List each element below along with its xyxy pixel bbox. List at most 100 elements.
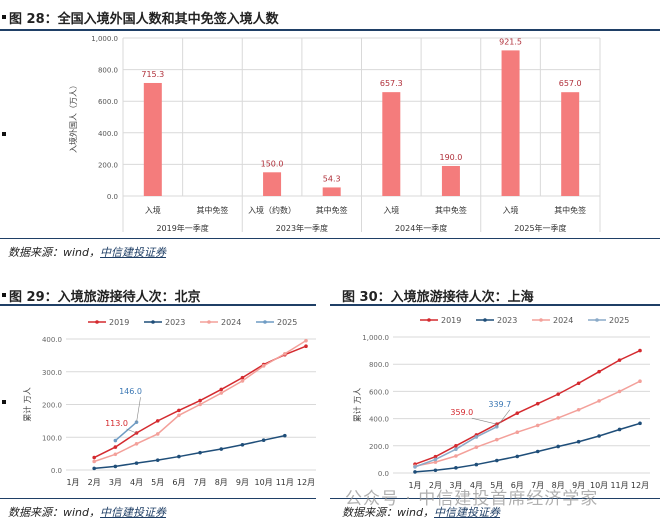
x-tick-label: 5月 (151, 478, 164, 487)
data-point-2019 (433, 454, 438, 459)
legend-label: 2023 (497, 316, 517, 325)
data-label: 190.0 (439, 153, 462, 162)
data-point-2025 (433, 457, 438, 462)
fig29-source: 数据来源：wind，中信建投证券 (8, 506, 167, 519)
y-tick-label: 0.0 (378, 470, 389, 478)
data-point-2019 (617, 358, 622, 362)
data-point-2019 (597, 369, 601, 374)
legend-label: 2024 (553, 316, 573, 325)
data-point-2023 (198, 450, 202, 455)
annotation-leader (471, 417, 497, 425)
data-point-2023 (261, 438, 266, 442)
bar (561, 92, 580, 196)
x-tick-label: 9月 (572, 481, 585, 490)
y-tick-label: 800.0 (369, 361, 389, 369)
data-point-2019 (155, 419, 160, 423)
x-tick-label: 11月 (276, 478, 294, 487)
data-label: 113.0 (105, 419, 128, 428)
y-tick-label: 200.0 (369, 443, 389, 451)
y-axis-label: 累计 万人 (22, 387, 32, 422)
legend-marker (483, 318, 487, 322)
source-link[interactable]: 中信建投证券 (100, 506, 167, 519)
data-point-2019 (576, 381, 581, 386)
divider (0, 304, 316, 306)
data-point-2025 (474, 435, 479, 439)
data-label: 339.7 (488, 400, 511, 409)
bar (441, 165, 460, 196)
legend-label: 2024 (221, 318, 241, 327)
x-tick-label: 12月 (297, 478, 315, 487)
data-point-2024 (113, 452, 118, 457)
data-label: 359.0 (450, 408, 473, 417)
x-tick-label: 5月 (490, 481, 503, 490)
x-tick-label: 3月 (109, 478, 122, 487)
data-point-2024 (515, 430, 520, 435)
x-tick-label: 11月 (610, 481, 628, 490)
y-tick-label: 0.0 (107, 193, 118, 201)
bar (501, 50, 520, 196)
x-tick-label: 其中免签 (196, 205, 228, 215)
divider (0, 498, 316, 499)
y-tick-label: 600.0 (369, 388, 389, 396)
x-tick-label: 8月 (215, 478, 228, 487)
data-label: 921.5 (499, 37, 522, 46)
fig28-title: 图 28：全国入境外国人数和其中免签入境人数 (9, 12, 279, 27)
legend-label: 2023 (165, 318, 185, 327)
y-tick-label: 0.0 (51, 467, 62, 475)
data-point-2023 (474, 462, 479, 467)
data-point-2023 (413, 470, 417, 474)
data-point-2024 (283, 351, 287, 356)
source-link[interactable]: 中信建投证券 (100, 246, 167, 259)
legend-label: 2019 (109, 318, 129, 327)
divider (0, 238, 660, 239)
data-point-2023 (177, 454, 181, 459)
data-point-2023 (219, 447, 224, 451)
data-point-2019 (240, 375, 245, 380)
x-tick-label: 12月 (631, 481, 649, 490)
bullet (2, 132, 6, 136)
bullet (2, 400, 6, 404)
x-tick-label: 10月 (255, 478, 273, 487)
x-tick-label: 2月 (429, 481, 442, 490)
data-label: 657.3 (380, 79, 403, 88)
x-tick-label: 10月 (590, 481, 608, 490)
data-point-2019 (556, 392, 560, 396)
x-tick-label: 入境（约数） (248, 205, 296, 215)
data-point-2019 (454, 444, 458, 448)
legend-marker (539, 318, 543, 322)
bar (322, 187, 341, 196)
x-tick-label: 其中免签 (554, 205, 586, 215)
series-line-2019 (414, 349, 641, 465)
x-tick-label: 入境 (145, 205, 161, 215)
data-point-2023 (433, 468, 438, 473)
x-tick-label: 3月 (449, 481, 462, 490)
annotation-leader (496, 409, 511, 427)
y-axis-label: 累计 万人 (352, 388, 362, 423)
x-tick-label: 4月 (130, 478, 143, 487)
data-point-2019 (535, 401, 540, 406)
data-point-2019 (638, 348, 642, 353)
source-link[interactable]: 中信建投证券 (434, 506, 501, 519)
watermark: 公众号 · 中信建投首席经济学家 (345, 489, 599, 509)
series-line-2023 (414, 422, 641, 473)
data-point-2019 (515, 411, 520, 415)
y-tick-label: 200.0 (42, 402, 62, 410)
bullet (2, 293, 6, 297)
data-point-2023 (155, 458, 160, 462)
y-tick-label: 200.0 (98, 161, 118, 169)
y-tick-label: 400.0 (369, 416, 389, 424)
data-point-2024 (134, 442, 139, 446)
data-label: 146.0 (119, 387, 142, 396)
fig28-source: 数据来源：wind，中信建投证券 (8, 246, 167, 259)
fig29-title: 图 29：入境旅游接待人次：北京 (9, 290, 201, 305)
data-point-2019 (219, 387, 224, 392)
data-point-2024 (638, 379, 642, 384)
series-line-2023 (94, 434, 285, 470)
data-point-2024 (177, 413, 181, 418)
series-line-2024 (414, 380, 641, 467)
data-point-2024 (198, 402, 202, 407)
data-point-2023 (515, 454, 520, 459)
divider (330, 498, 660, 499)
y-tick-label: 600.0 (98, 98, 118, 106)
legend-label: 2025 (609, 316, 629, 325)
